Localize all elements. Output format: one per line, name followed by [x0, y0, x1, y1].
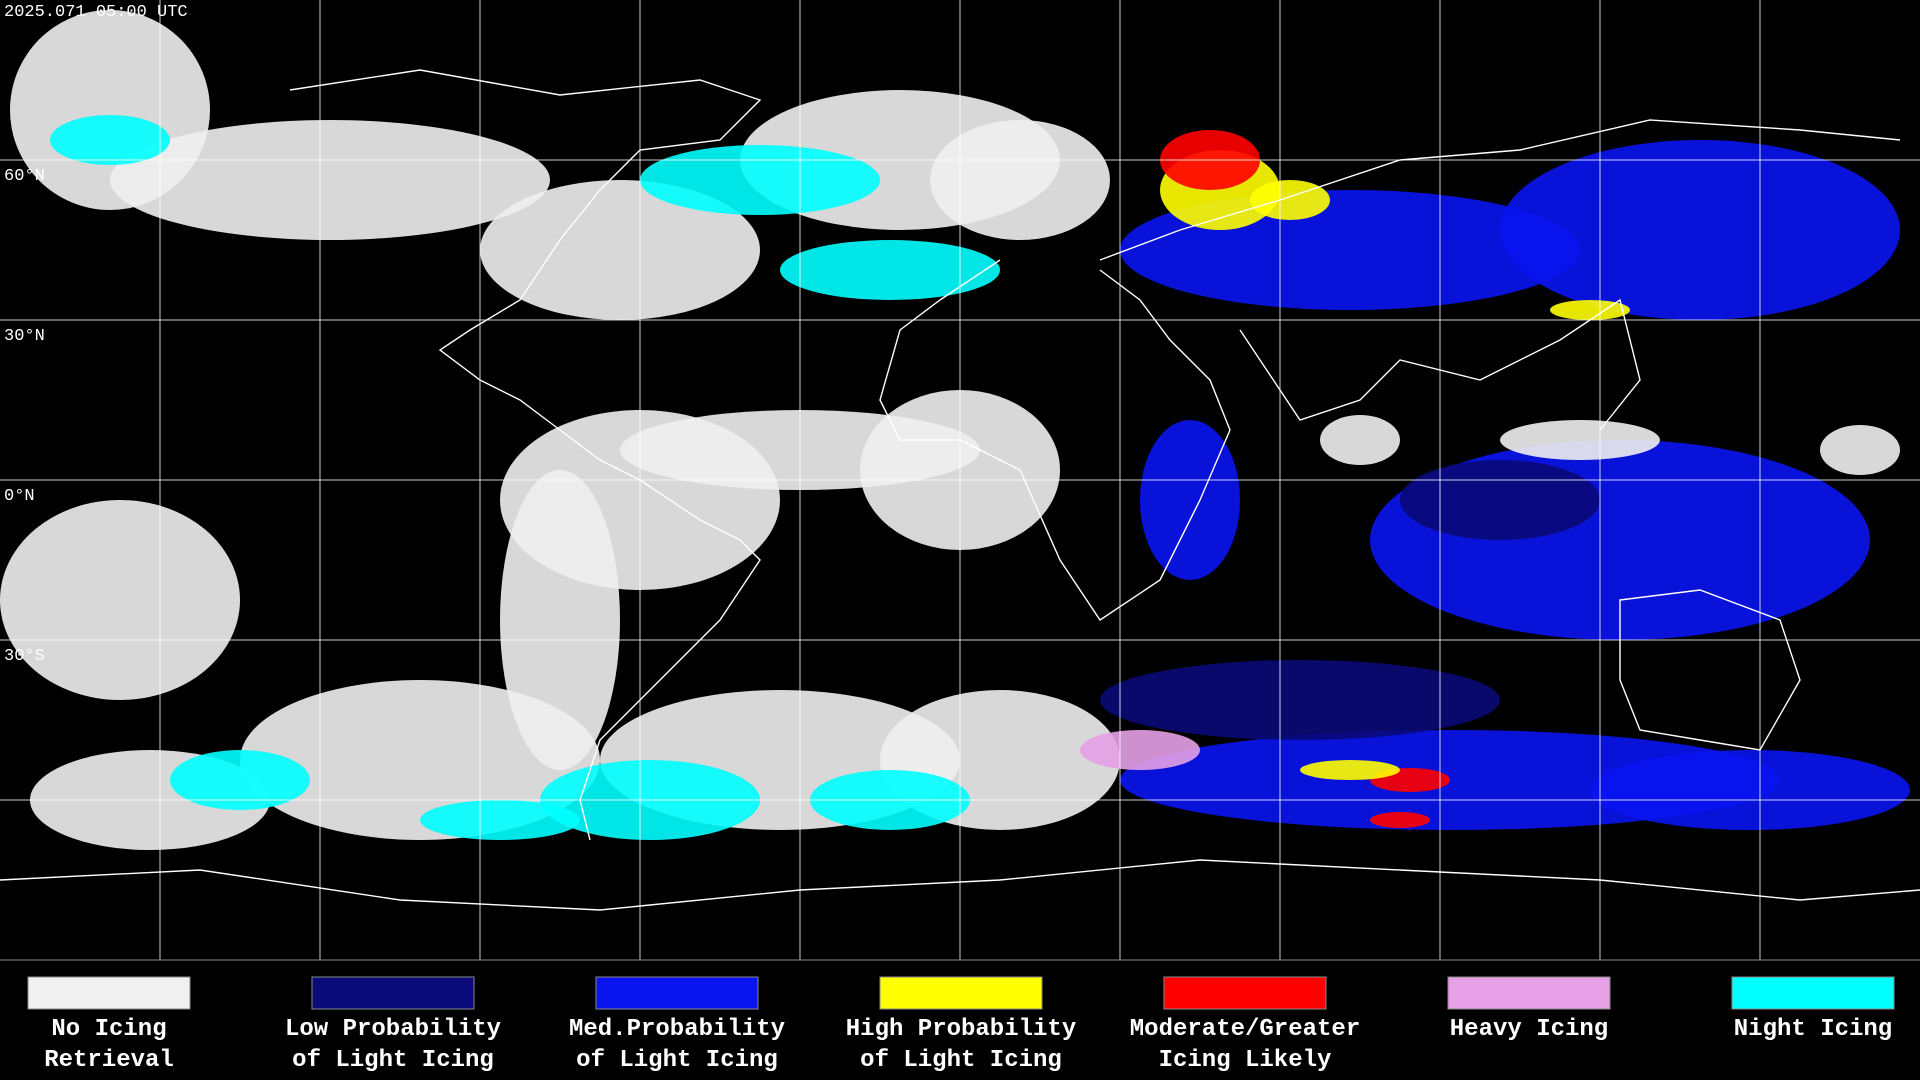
legend-swatch	[1163, 976, 1327, 1010]
cloud-blob	[1370, 812, 1430, 828]
legend-label: High Probability	[846, 1016, 1076, 1043]
legend-label: of Light Icing	[292, 1047, 494, 1074]
cloud-blob	[420, 800, 580, 840]
legend-label: of Light Icing	[860, 1047, 1062, 1074]
cloud-blob	[1550, 300, 1630, 320]
cloud-blob	[480, 180, 760, 320]
cloud-blob	[1500, 140, 1900, 320]
cloud-blob	[1300, 760, 1400, 780]
latitude-label: 30°N	[4, 327, 45, 346]
cloud-blob	[640, 145, 880, 215]
legend-label: Moderate/Greater	[1130, 1016, 1360, 1043]
latitude-label: 60°N	[4, 167, 45, 186]
graticule	[0, 0, 1920, 960]
cloud-blob	[50, 115, 170, 165]
legend-label: Night Icing	[1734, 1016, 1892, 1043]
legend-label: Low Probability	[285, 1016, 501, 1043]
cloud-blob	[1250, 180, 1330, 220]
legend-label: Heavy Icing	[1450, 1016, 1608, 1043]
legend-swatch	[1447, 976, 1611, 1010]
cloud-blob	[0, 500, 240, 700]
legend-label: Icing Likely	[1159, 1047, 1332, 1074]
legend-label: Retrieval	[44, 1047, 174, 1074]
timestamp: 2025.071 05:00 UTC	[4, 3, 188, 22]
legend-label: of Light Icing	[576, 1047, 778, 1074]
latitude-label: 30°S	[4, 647, 45, 666]
legend-swatch	[879, 976, 1043, 1010]
cloud-blob	[1100, 660, 1500, 740]
cloud-blob	[1320, 415, 1400, 465]
cloud-blob	[1590, 750, 1910, 830]
cloud-blob	[1820, 425, 1900, 475]
legend-label: No Icing	[51, 1016, 166, 1043]
cloud-blob	[1500, 420, 1660, 460]
cloud-blob	[170, 750, 310, 810]
legend-label: Med.Probability	[569, 1016, 785, 1043]
cloud-blob	[780, 240, 1000, 300]
cloud-blob	[500, 470, 620, 770]
legend-swatch	[27, 976, 191, 1010]
legend-swatch	[311, 976, 475, 1010]
legend-swatch	[1731, 976, 1895, 1010]
legend: No Icing Retrieval Low Probability of Light…	[27, 976, 1895, 1074]
cloud-blob	[1080, 730, 1200, 770]
cloud-blob	[110, 120, 550, 240]
latitude-label: 0°N	[4, 487, 35, 506]
cloud-blob	[930, 120, 1110, 240]
legend-swatch	[595, 976, 759, 1010]
cloud-blob	[1400, 460, 1600, 540]
cloud-blob	[1140, 420, 1240, 580]
